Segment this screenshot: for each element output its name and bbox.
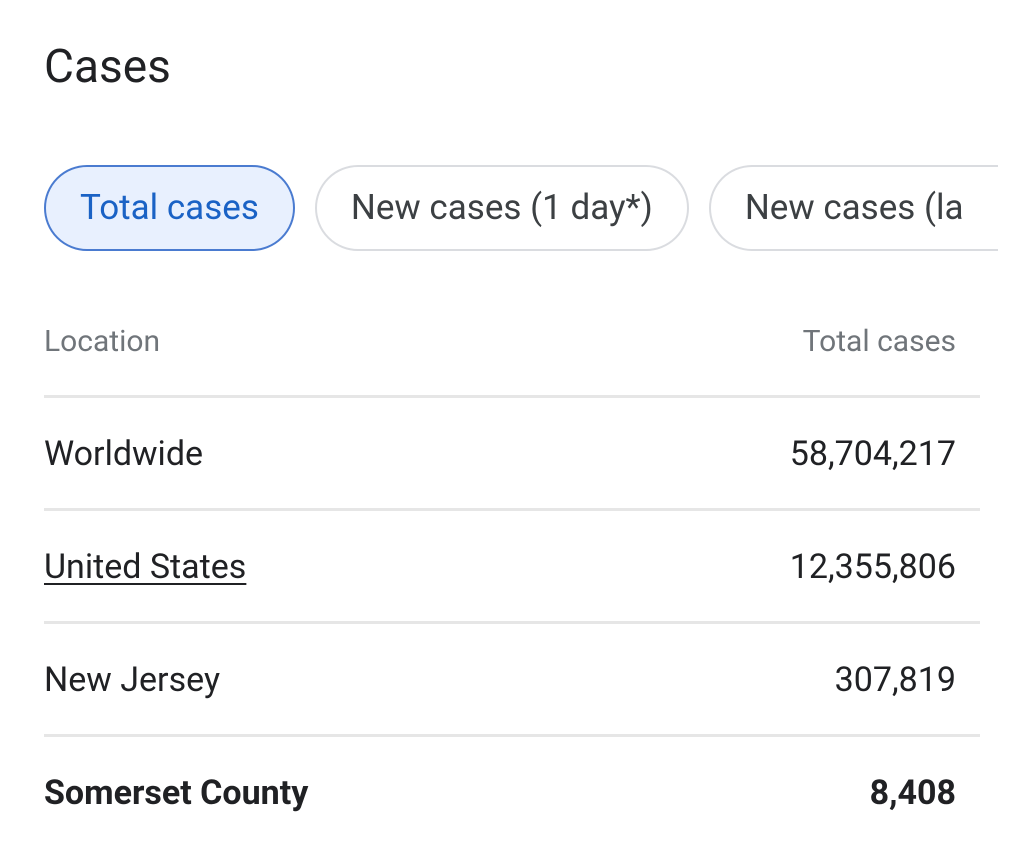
table-row: Worldwide 58,704,217 <box>44 395 980 508</box>
case-count: 58,704,217 <box>789 434 956 474</box>
page-title: Cases <box>44 40 171 94</box>
table-row: United States 12,355,806 <box>44 508 980 621</box>
column-header: Location <box>44 324 161 359</box>
table-row: New Jersey 307,819 <box>44 621 980 734</box>
location: New Jersey <box>44 660 221 700</box>
table-row: Somerset County 8,408 <box>44 734 980 847</box>
location: Worldwide <box>44 434 204 474</box>
location: Somerset County <box>44 773 309 813</box>
tab[interactable]: Total cases <box>44 165 295 251</box>
tab-bar: Total cases New cases (1 day*) New cases (… <box>44 165 1024 253</box>
column-header: Total cases <box>802 324 956 359</box>
case-count: 12,355,806 <box>789 547 956 587</box>
table-header: Location Total cases <box>44 300 980 395</box>
tab[interactable]: New cases (1 day*) <box>314 165 689 251</box>
cases-table: Location Total cases Worldwide 58,704,21… <box>44 300 980 847</box>
case-count: 8,408 <box>869 773 956 813</box>
tab[interactable]: New cases (la <box>708 165 998 251</box>
case-count: 307,819 <box>834 660 956 700</box>
location-link[interactable]: United States <box>44 547 247 587</box>
